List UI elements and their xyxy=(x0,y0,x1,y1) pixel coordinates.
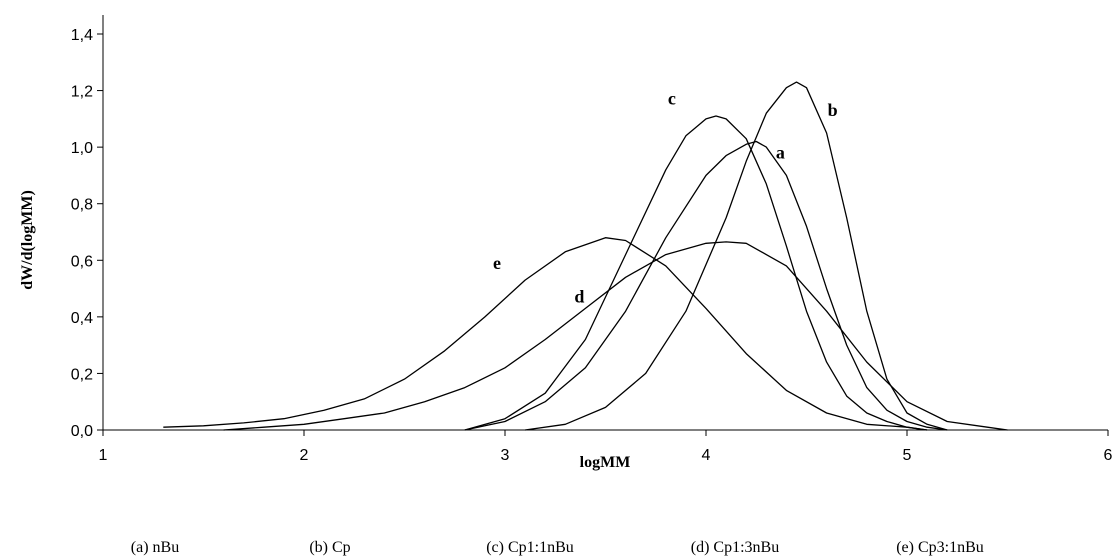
series-line-b xyxy=(525,81,948,431)
y-tick-label: 0,6 xyxy=(71,253,93,270)
x-tick-label: 5 xyxy=(903,447,912,464)
y-tick-label: 0,0 xyxy=(71,423,93,440)
y-tick-label: 0,4 xyxy=(71,310,93,327)
legend-item: (e) Cp3:1nBu xyxy=(896,539,984,556)
curve-label-a: a xyxy=(776,142,785,162)
series-line-a xyxy=(464,140,948,431)
curve-label-d: d xyxy=(574,287,584,307)
x-tick-label: 1 xyxy=(99,447,108,464)
series-line-d xyxy=(223,241,1008,431)
legend-item: (c) Cp1:1nBu xyxy=(486,539,574,556)
y-axis-title: dW/d(logMM) xyxy=(19,190,36,290)
series-line-c xyxy=(464,115,928,431)
legend-item: (b) Cp xyxy=(309,539,350,556)
y-tick-label: 1,4 xyxy=(71,27,93,44)
curve-label-b: b xyxy=(828,100,838,120)
y-axis-ticks: 0,0 0,2 0,4 0,6 0,8 1,0 1,2 1,4 xyxy=(71,27,103,440)
curves xyxy=(163,81,1008,431)
x-tick-label: 4 xyxy=(702,447,711,464)
curve-label-c: c xyxy=(668,89,676,109)
x-tick-label: 6 xyxy=(1104,447,1113,464)
x-axis-title: logMM xyxy=(580,454,631,471)
curve-labels: a b c d e xyxy=(493,89,838,307)
curve-label-e: e xyxy=(493,253,501,273)
y-tick-label: 0,2 xyxy=(71,366,93,383)
x-axis-ticks: 1 2 3 4 5 6 xyxy=(99,430,1113,464)
legend-item: (a) nBu xyxy=(131,539,179,556)
x-tick-label: 2 xyxy=(300,447,309,464)
y-tick-label: 1,0 xyxy=(71,140,93,157)
legend: (a) nBu (b) Cp (c) Cp1:1nBu (d) Cp1:3nBu (e)… xyxy=(131,539,984,556)
x-tick-label: 3 xyxy=(501,447,510,464)
legend-item: (d) Cp1:3nBu xyxy=(691,539,779,556)
y-tick-label: 0,8 xyxy=(71,197,93,214)
y-tick-label: 1,2 xyxy=(71,84,93,101)
axes xyxy=(102,15,1108,431)
series-line-e xyxy=(163,237,928,431)
